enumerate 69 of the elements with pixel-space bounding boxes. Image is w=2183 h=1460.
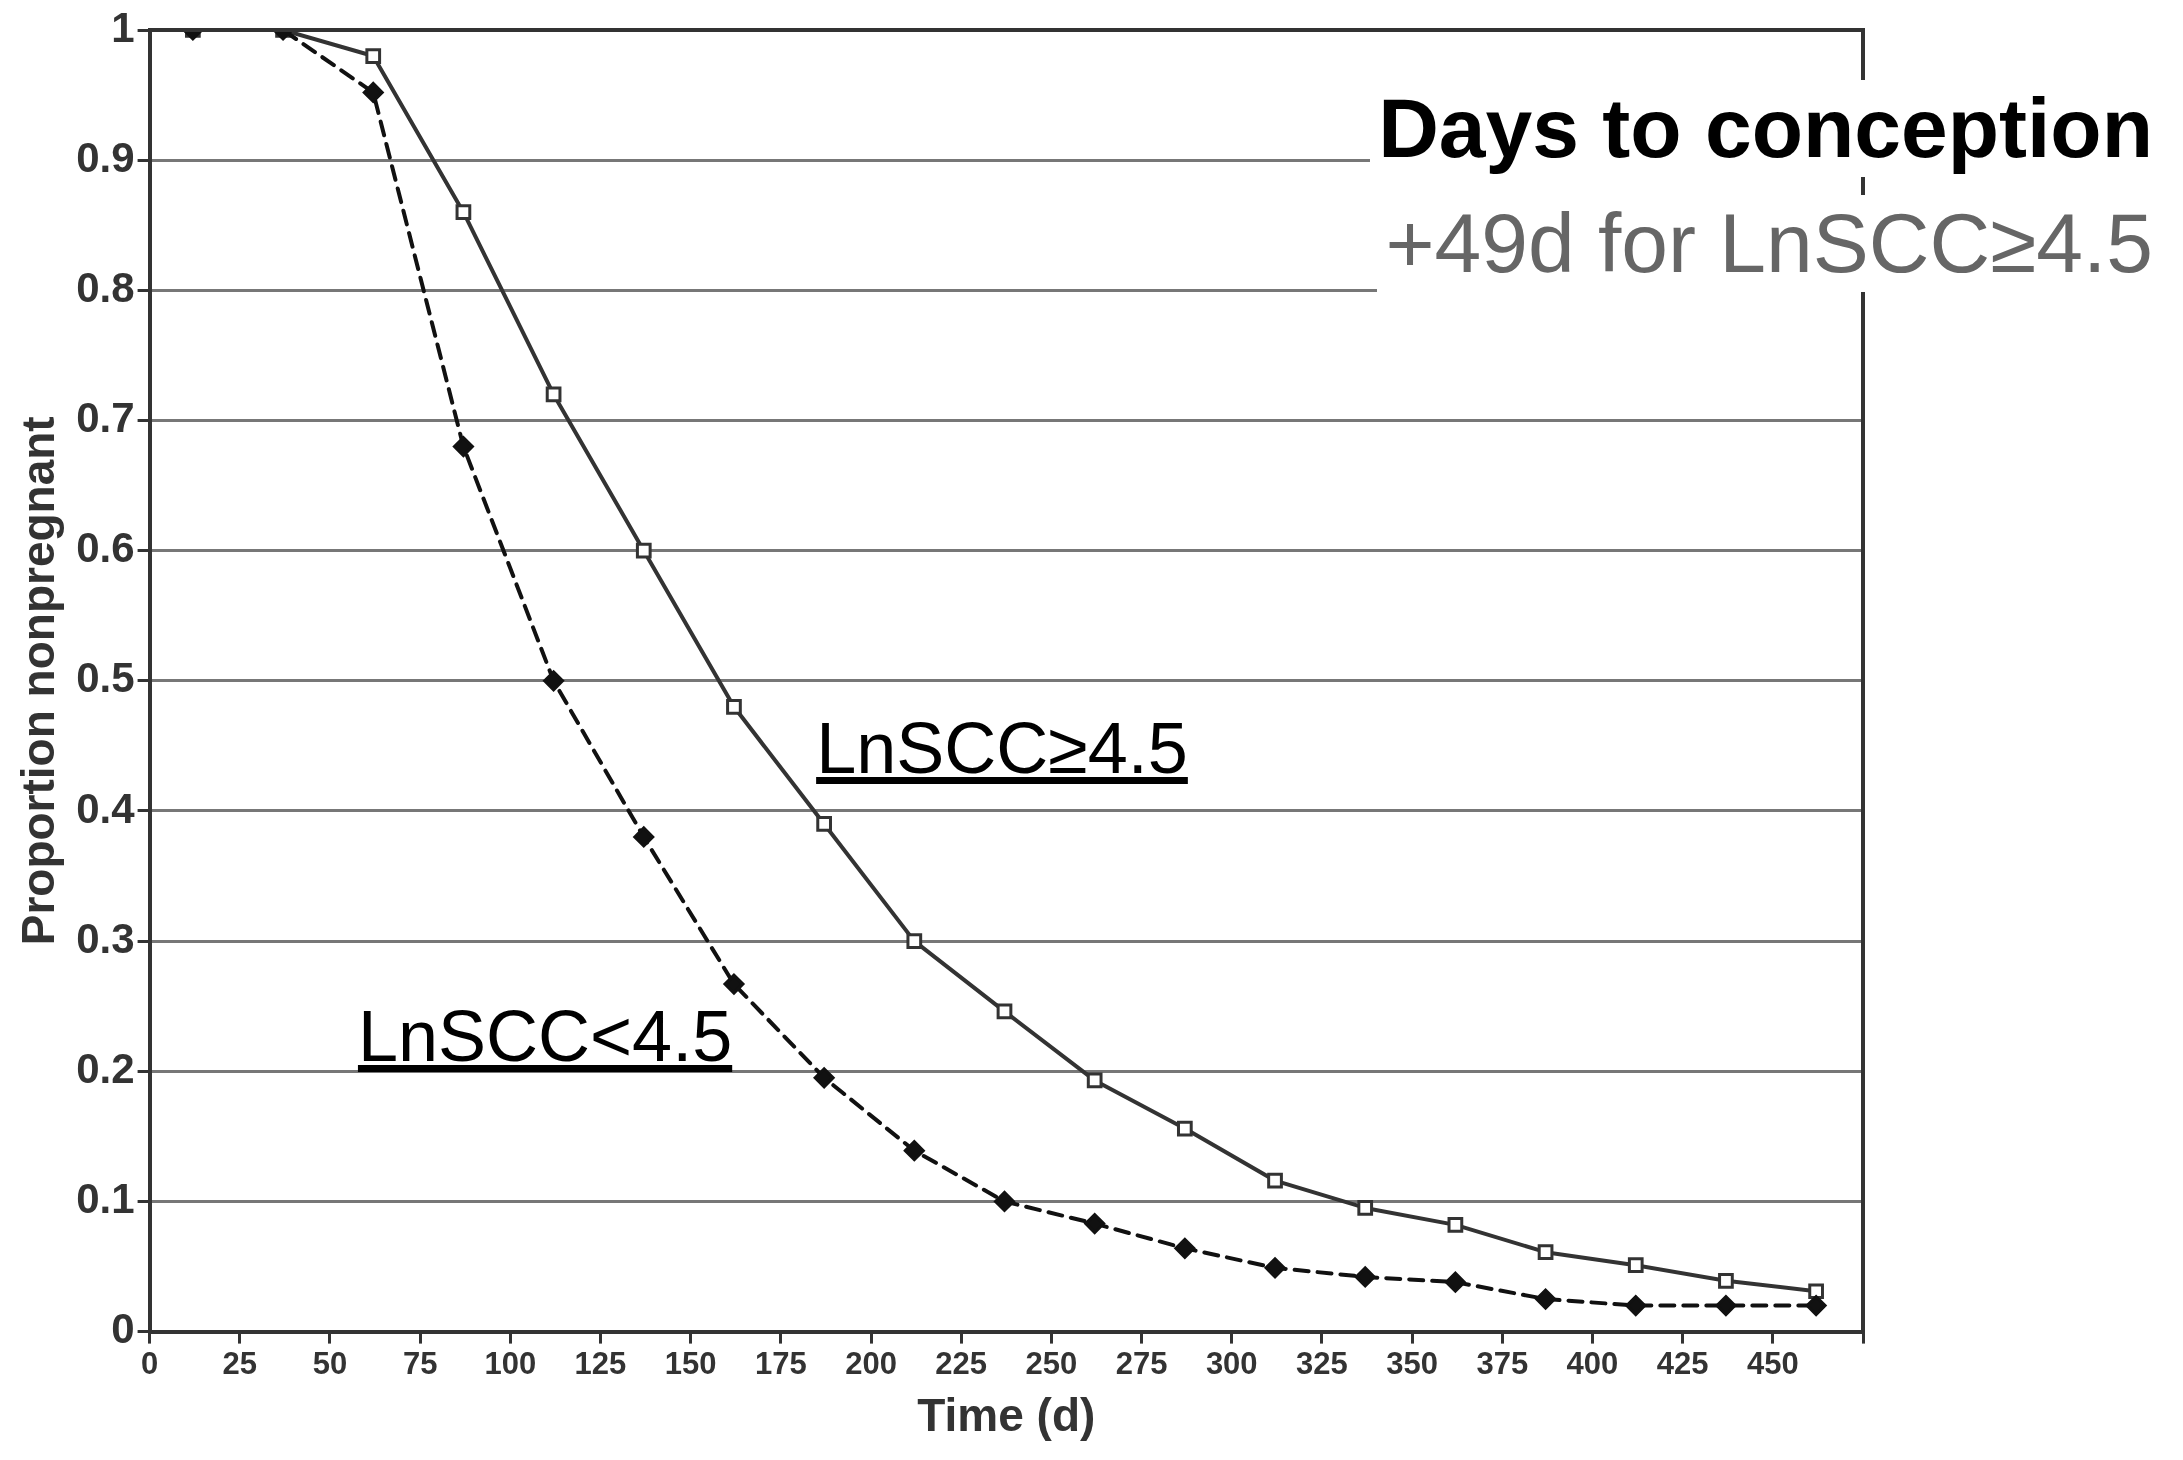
point (362, 81, 384, 103)
x-tick-label: 300 (1205, 1345, 1258, 1381)
point (1264, 1257, 1286, 1279)
x-tick-label: 375 (1476, 1345, 1529, 1381)
y-tick-label: 0.8 (76, 263, 135, 311)
point (723, 973, 745, 995)
point (726, 698, 742, 715)
point (455, 204, 472, 221)
point (1715, 1295, 1737, 1317)
x-tick-label: 25 (222, 1345, 258, 1381)
x-tick-label: 175 (754, 1345, 807, 1381)
point (1086, 1072, 1103, 1089)
x-tick-label: 225 (935, 1345, 988, 1381)
point (1537, 1244, 1554, 1261)
x-tick-label: 50 (312, 1345, 348, 1381)
y-tick-label: 0.9 (76, 133, 135, 181)
point (452, 436, 474, 458)
x-tick-label: 200 (845, 1345, 897, 1381)
point (1357, 1200, 1374, 1216)
x-tick-label: 450 (1746, 1345, 1799, 1381)
point (1447, 1217, 1464, 1233)
x-tick-label: 275 (1115, 1345, 1168, 1381)
x-tick-label: 0 (140, 1345, 159, 1381)
x-tick-label: 400 (1566, 1345, 1619, 1381)
point (1625, 1295, 1647, 1317)
y-tick-label: 0.5 (76, 654, 135, 702)
x-tick-label: 250 (1025, 1345, 1078, 1381)
point (1535, 1288, 1557, 1310)
point (816, 816, 832, 832)
point (903, 1140, 925, 1162)
point (1267, 1172, 1283, 1189)
point (633, 826, 655, 848)
point (365, 48, 382, 64)
point (1354, 1266, 1376, 1288)
point (1174, 1237, 1196, 1259)
point (635, 542, 652, 559)
series-label: LnSCC≥4.5 (816, 707, 1188, 788)
x-tick-label: 425 (1656, 1345, 1709, 1381)
point (1808, 1283, 1824, 1300)
y-tick-label: 0.2 (76, 1044, 135, 1092)
point (1084, 1213, 1106, 1235)
point (543, 670, 565, 692)
text: +49d for LnSCC≥4.5 (1377, 195, 2153, 292)
point (1718, 1272, 1734, 1289)
x-tick-label: 75 (402, 1345, 438, 1381)
y-tick-label: 0.4 (76, 784, 136, 832)
point (1176, 1120, 1193, 1137)
x-tick-label: 325 (1296, 1345, 1348, 1381)
y-tick-label: 0.3 (76, 914, 135, 962)
text: Days to conception (1370, 80, 2153, 177)
point (996, 1003, 1013, 1020)
point (906, 933, 923, 949)
x-tick-label: 150 (664, 1345, 717, 1381)
point (993, 1190, 1015, 1212)
point (1444, 1271, 1466, 1293)
point (1805, 1295, 1827, 1317)
x-axis-title: Time (d) (917, 1389, 1096, 1442)
y-axis-title: Proportion nonpregnant (12, 416, 65, 946)
series-label: LnSCC<4.5 (357, 996, 733, 1077)
y-tick-label: 1 (111, 3, 135, 51)
point (1627, 1257, 1644, 1274)
y-tick-label: 0.6 (76, 524, 135, 572)
x-tick-label: 100 (484, 1345, 537, 1381)
x-tick-label: 125 (574, 1345, 627, 1381)
x-tick-label: 350 (1386, 1345, 1438, 1381)
y-tick-label: 0.1 (76, 1175, 135, 1223)
point (545, 386, 562, 403)
point (813, 1067, 835, 1089)
y-tick-label: 0.7 (76, 394, 135, 442)
